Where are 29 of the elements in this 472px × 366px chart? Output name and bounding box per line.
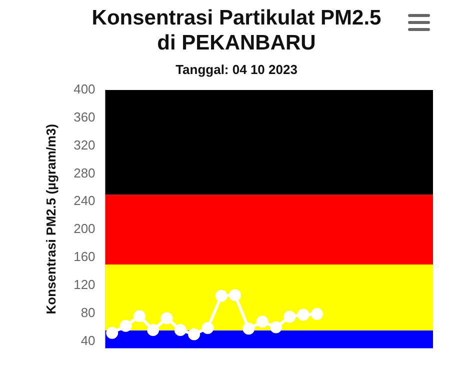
point xyxy=(215,290,228,302)
y-tick-label: 240 xyxy=(74,193,96,208)
point xyxy=(160,312,173,324)
y-tick-label: 280 xyxy=(74,165,96,180)
point xyxy=(284,310,296,323)
y-tick-label: 80 xyxy=(80,304,96,320)
point xyxy=(133,310,146,322)
y-tick-label: 120 xyxy=(74,276,96,292)
point xyxy=(242,322,255,335)
point xyxy=(297,308,310,321)
point xyxy=(120,320,132,332)
point xyxy=(106,326,118,339)
y-axis-title: Konsentrasi PM2.5 (µgram/m3) xyxy=(43,124,58,314)
point xyxy=(174,324,186,336)
y-tick-label: 200 xyxy=(74,221,96,236)
point xyxy=(256,316,268,328)
point xyxy=(270,321,282,334)
point xyxy=(229,289,242,302)
chart-subtitle: Tanggal: 04 10 2023 xyxy=(176,62,298,77)
y-tick-label: 360 xyxy=(74,109,96,124)
point xyxy=(310,308,323,320)
point xyxy=(202,322,214,334)
y-tick-label: 40 xyxy=(80,332,96,348)
y-tick-label: 320 xyxy=(74,137,96,152)
point xyxy=(188,328,200,340)
chart-title: Konsentrasi Partikulat PM2.5 di PEKANBARU xyxy=(92,6,382,55)
point xyxy=(147,324,160,336)
y-tick-label: 160 xyxy=(74,249,96,264)
y-tick-label: 400 xyxy=(74,82,96,97)
